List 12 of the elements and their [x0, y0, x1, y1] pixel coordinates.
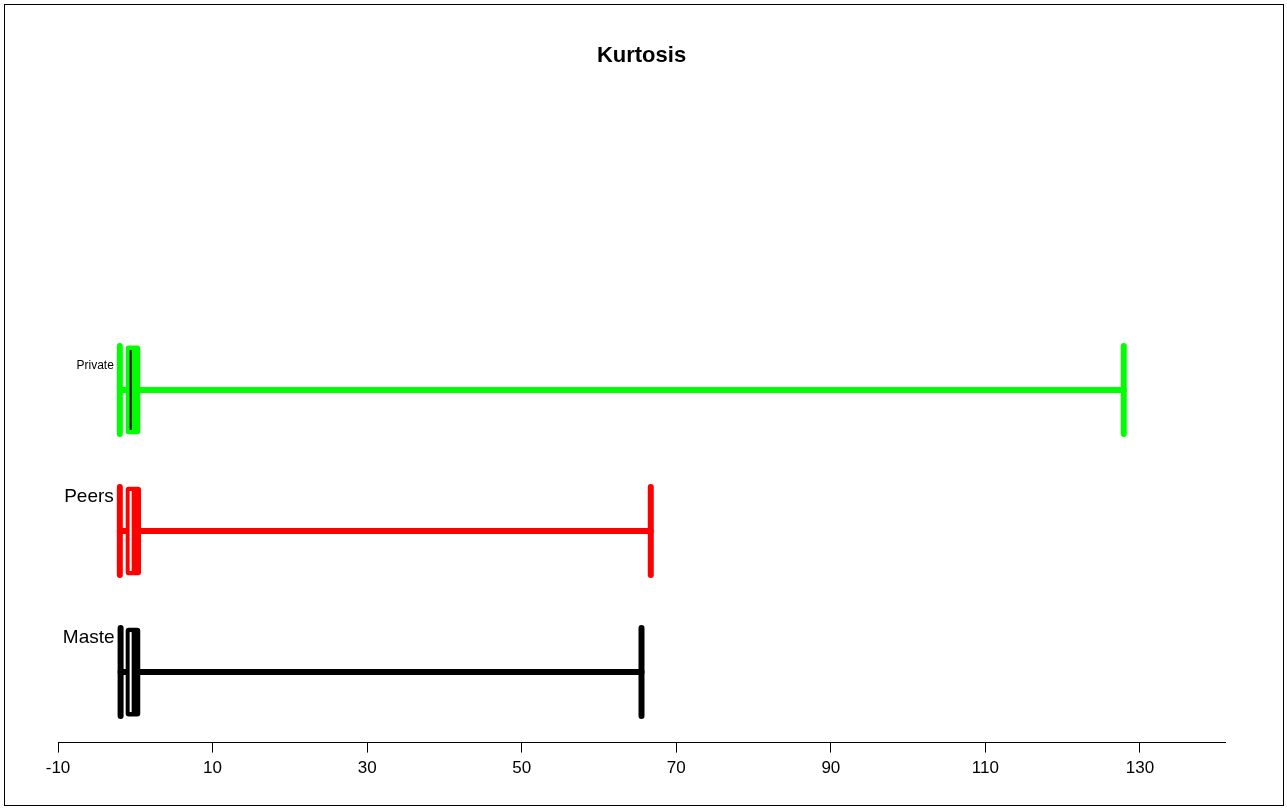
x-tick-label: -10: [45, 758, 71, 778]
x-tick-label: 30: [357, 758, 377, 778]
chart-title: Kurtosis: [596, 42, 687, 68]
y-tick-label: Peers: [64, 485, 114, 507]
x-tick-label: 90: [821, 758, 841, 778]
x-tick-label: 50: [512, 758, 532, 778]
y-tick-label: Private: [76, 358, 115, 373]
x-tick-label: 130: [1125, 758, 1155, 778]
x-tick-label: 10: [203, 758, 223, 778]
x-tick-label: 70: [666, 758, 686, 778]
y-tick-label: Maste: [62, 626, 115, 648]
x-tick-label: 110: [971, 758, 999, 778]
